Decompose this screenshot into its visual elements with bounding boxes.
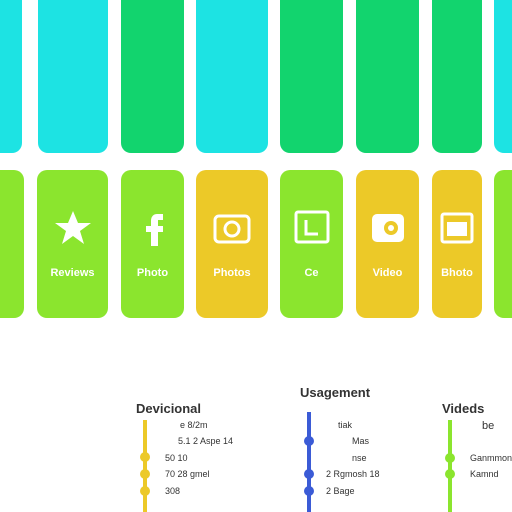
- list-text: e 8/2m: [180, 420, 208, 430]
- column-title: Videds: [442, 401, 485, 416]
- tile-label: Video: [372, 267, 403, 279]
- tile-label: Photos: [213, 267, 251, 279]
- dot: [140, 452, 150, 462]
- column-title: Usagement: [300, 385, 371, 400]
- tile[interactable]: Ce: [280, 170, 343, 318]
- dot: [304, 469, 314, 479]
- dot: [140, 486, 150, 496]
- star-icon: [54, 211, 91, 244]
- tile[interactable]: Photo: [121, 170, 184, 318]
- tile[interactable]: [494, 170, 512, 318]
- column-title: Devicional: [136, 401, 202, 416]
- list-text: 70 28 gmel: [165, 469, 210, 479]
- camera-icon: [213, 214, 251, 244]
- tile[interactable]: [432, 0, 482, 153]
- tile[interactable]: [0, 0, 22, 153]
- tile[interactable]: [494, 0, 512, 153]
- tile-label: Bhoto: [441, 267, 473, 279]
- list-text: 2 Bage: [326, 486, 355, 496]
- timeline: [448, 420, 452, 512]
- dot: [140, 469, 150, 479]
- tile[interactable]: [0, 170, 24, 318]
- tile[interactable]: Reviews: [37, 170, 108, 318]
- list-text: 5.1 2 Aspe 14: [178, 436, 234, 446]
- dot: [445, 469, 455, 479]
- tile-label: Reviews: [50, 267, 95, 279]
- tile[interactable]: [38, 0, 108, 153]
- video-icon: [371, 214, 404, 242]
- list-text: Ganmmonn: [470, 453, 512, 463]
- tile-label: Ce: [304, 267, 319, 279]
- dot: [445, 453, 455, 463]
- photo-icon: [294, 210, 329, 244]
- tile[interactable]: [280, 0, 343, 153]
- list-text: Mas: [352, 436, 370, 446]
- list-text: Kamnd: [470, 469, 499, 479]
- list-text: tiak: [338, 420, 353, 430]
- list-text: nse: [352, 453, 367, 463]
- tile[interactable]: Photos: [196, 170, 268, 318]
- dot: [304, 436, 314, 446]
- dot: [304, 486, 314, 496]
- tile[interactable]: [356, 0, 419, 153]
- tile-label: Photo: [136, 267, 169, 279]
- tile[interactable]: Video: [356, 170, 419, 318]
- tile[interactable]: [196, 0, 268, 153]
- list-text: 50 10: [165, 453, 188, 463]
- list-text: be: [482, 420, 495, 432]
- list-text: 308: [165, 486, 181, 496]
- tile[interactable]: Bhoto: [432, 170, 482, 318]
- list-text: 2 Rgmosh 18: [326, 469, 380, 479]
- timeline: [307, 412, 311, 512]
- timeline: [143, 420, 147, 512]
- folder-icon: [440, 212, 474, 244]
- tile[interactable]: [121, 0, 184, 153]
- facebook-icon: [145, 214, 163, 246]
